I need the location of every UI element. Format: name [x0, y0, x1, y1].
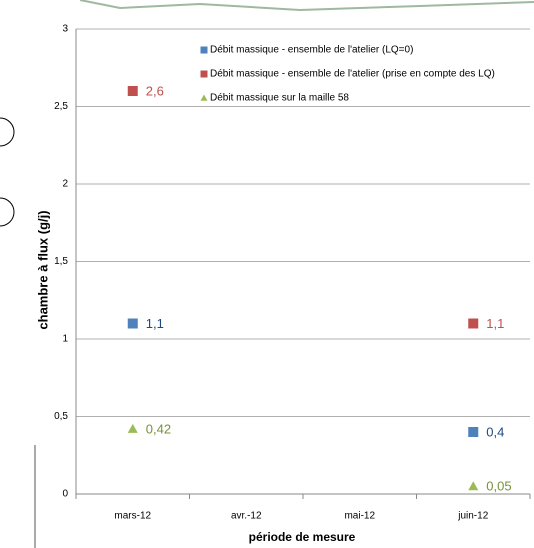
y-axis-title: chambre à flux (g/j): [35, 210, 50, 329]
data-label: 1,1: [146, 316, 164, 331]
legend-label: Débit massique - ensemble de l'atelier (…: [210, 45, 413, 56]
y-tick-label: 1: [62, 334, 68, 345]
data-point: [468, 427, 478, 437]
legend-marker: [201, 47, 208, 54]
data-label: 0,05: [486, 479, 511, 494]
page: chambre à flux (g/j) période de mesure 0…: [0, 0, 534, 548]
y-tick-label: 1,5: [54, 256, 68, 267]
background: [0, 0, 534, 548]
x-axis-title: période de mesure: [249, 530, 356, 544]
data-point: [128, 319, 138, 329]
data-point: [468, 319, 478, 329]
data-label: 0,42: [146, 421, 171, 436]
data-label: 2,6: [146, 83, 164, 98]
chart: chambre à flux (g/j) période de mesure 0…: [0, 0, 534, 548]
y-tick-label: 0: [62, 489, 68, 500]
data-point: [128, 86, 138, 96]
x-tick-label: mai-12: [344, 511, 375, 522]
data-label: 0,4: [486, 424, 504, 439]
y-tick-label: 3: [62, 24, 68, 35]
legend-label: Débit massique sur la maille 58: [210, 93, 349, 104]
legend-label: Débit massique - ensemble de l'atelier (…: [210, 69, 495, 80]
x-tick-label: mars-12: [114, 511, 151, 522]
x-tick-label: juin-12: [457, 511, 488, 522]
data-label: 1,1: [486, 316, 504, 331]
y-tick-label: 2,5: [54, 101, 68, 112]
y-tick-label: 0,5: [54, 411, 68, 422]
y-tick-label: 2: [62, 179, 68, 190]
legend-marker: [201, 71, 208, 78]
x-tick-label: avr.-12: [231, 511, 262, 522]
